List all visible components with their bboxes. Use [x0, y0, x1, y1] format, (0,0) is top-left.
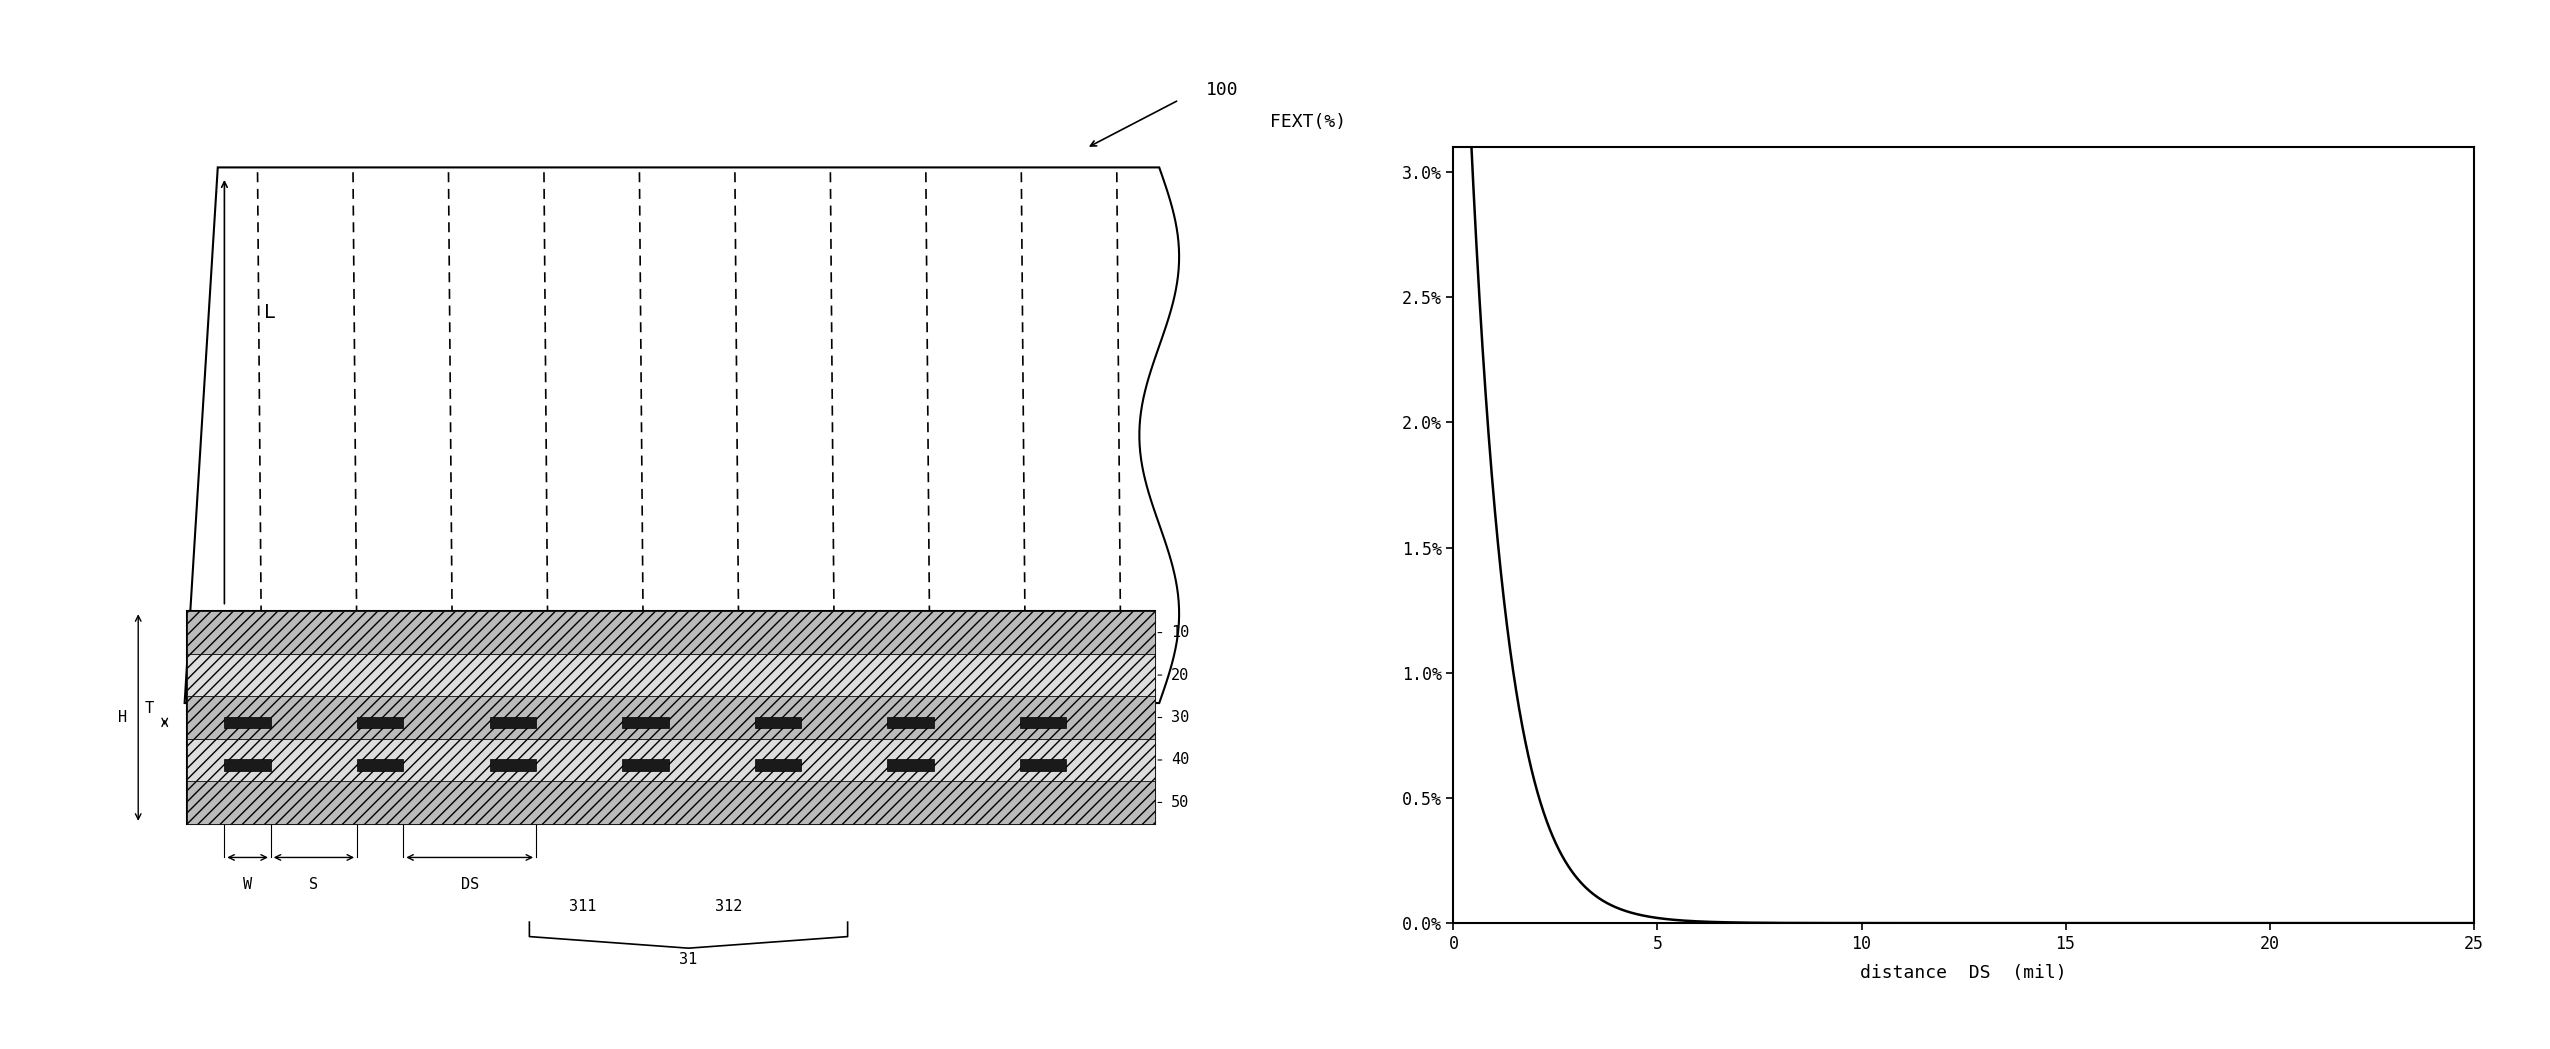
Text: DS: DS	[462, 877, 479, 892]
Text: H: H	[117, 710, 128, 725]
Y-axis label: FEXT(%): FEXT(%)	[1270, 113, 1346, 131]
Polygon shape	[184, 168, 1178, 703]
Text: W: W	[242, 877, 252, 892]
Text: S: S	[309, 877, 319, 892]
Bar	[357, 759, 403, 771]
Text: 40: 40	[1170, 752, 1188, 768]
Bar	[224, 716, 270, 728]
Bar	[186, 697, 1155, 738]
Bar	[186, 654, 1155, 697]
Text: 312: 312	[714, 899, 742, 914]
Bar	[186, 612, 1155, 654]
Bar	[755, 716, 801, 728]
Bar	[186, 782, 1155, 823]
Text: 20: 20	[1170, 667, 1188, 683]
Text: 50: 50	[1170, 795, 1188, 810]
Bar	[490, 716, 536, 728]
Bar	[1020, 716, 1066, 728]
Bar	[357, 716, 403, 728]
Text: L: L	[265, 303, 275, 322]
Text: 31: 31	[678, 951, 699, 966]
X-axis label: distance  DS  (mil): distance DS (mil)	[1859, 964, 2068, 982]
FancyBboxPatch shape	[186, 612, 1155, 823]
Bar	[887, 759, 933, 771]
Text: 100: 100	[1206, 81, 1239, 100]
Bar	[186, 738, 1155, 782]
Bar	[887, 716, 933, 728]
Text: 30: 30	[1170, 710, 1188, 725]
Text: 311: 311	[569, 899, 597, 914]
Text: T: T	[145, 701, 153, 715]
Bar	[490, 759, 536, 771]
Bar	[1020, 759, 1066, 771]
Bar	[622, 759, 668, 771]
Bar	[622, 716, 668, 728]
Bar	[224, 759, 270, 771]
Text: 10: 10	[1170, 625, 1188, 640]
Bar	[755, 759, 801, 771]
